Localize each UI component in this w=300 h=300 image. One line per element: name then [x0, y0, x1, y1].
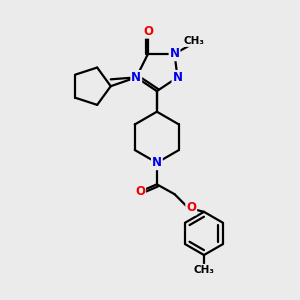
- Text: N: N: [172, 71, 182, 84]
- Text: CH₃: CH₃: [184, 36, 205, 46]
- Text: N: N: [131, 71, 141, 84]
- Text: N: N: [169, 47, 179, 60]
- Text: N: N: [152, 156, 162, 169]
- Text: O: O: [186, 201, 196, 214]
- Text: CH₃: CH₃: [194, 265, 214, 275]
- Text: O: O: [143, 25, 153, 38]
- Text: O: O: [135, 185, 145, 198]
